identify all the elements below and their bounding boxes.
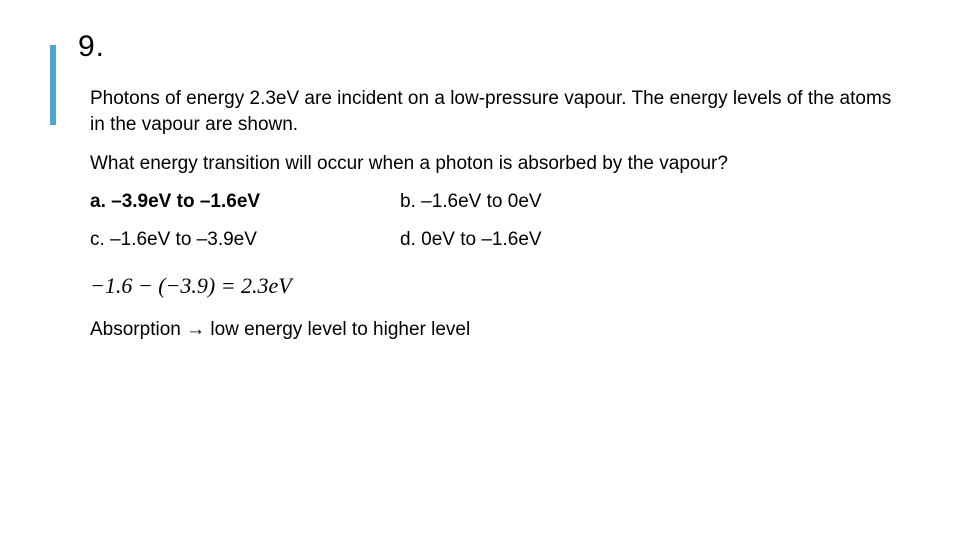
question-intro: Photons of energy 2.3eV are incident on …	[90, 86, 910, 137]
option-a: a. –3.9eV to –1.6eV	[90, 191, 370, 213]
option-d: d. 0eV to –1.6eV	[400, 229, 680, 251]
slide-page: 9. Photons of energy 2.3eV are incident …	[0, 0, 960, 540]
option-c: c. –1.6eV to –3.9eV	[90, 229, 370, 251]
worked-equation: −1.6 − (−3.9) = 2.3eV	[90, 273, 910, 299]
options-grid: a. –3.9eV to –1.6eV b. –1.6eV to 0eV c. …	[90, 191, 910, 251]
conclusion-text: Absorption → low energy level to higher …	[90, 319, 910, 341]
question-number: 9.	[78, 30, 910, 64]
accent-bar	[50, 45, 56, 125]
content-block: Photons of energy 2.3eV are incident on …	[90, 86, 910, 341]
question-prompt: What energy transition will occur when a…	[90, 151, 910, 177]
option-b: b. –1.6eV to 0eV	[400, 191, 680, 213]
